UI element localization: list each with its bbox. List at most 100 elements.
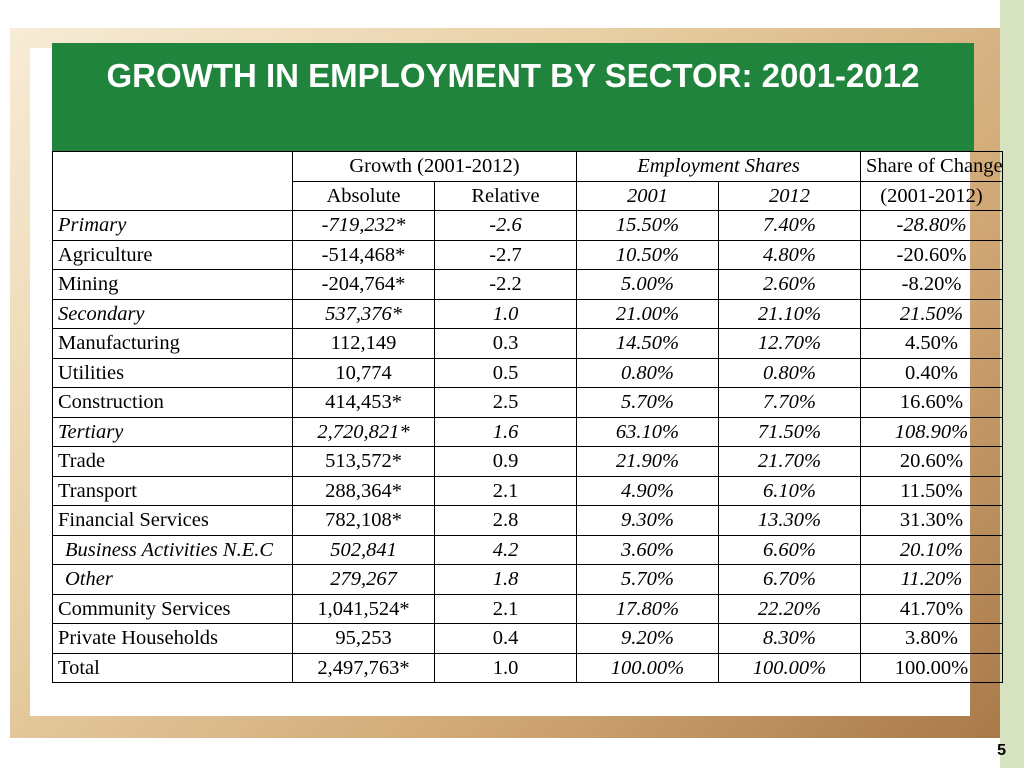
relative-cell: 2.1 (434, 475, 577, 506)
change-cell: 4.50% (860, 328, 1004, 359)
share-2001-cell: 9.20% (576, 623, 719, 654)
share-2001-cell: 5.00% (576, 269, 719, 300)
share-2001-cell: 15.50% (576, 210, 719, 241)
table-row: Business Activities N.E.C 502,841 4.2 3.… (52, 534, 1004, 565)
relative-cell: 0.4 (434, 623, 577, 654)
right-accent-strip (1000, 0, 1024, 768)
absolute-cell: 10,774 (292, 357, 435, 388)
table-row: Utilities 10,774 0.5 0.80% 0.80% 0.40% (52, 357, 1004, 388)
absolute-cell: 537,376* (292, 298, 435, 329)
change-cell: -20.60% (860, 239, 1004, 270)
sector-cell: Construction (52, 387, 293, 418)
sector-cell: Financial Services (52, 505, 293, 536)
sector-cell: Business Activities N.E.C (52, 534, 293, 565)
table-row: Financial Services 782,108* 2.8 9.30% 13… (52, 505, 1004, 536)
absolute-cell: 513,572* (292, 446, 435, 477)
change-cell: 31.30% (860, 505, 1004, 536)
share-2001-cell: 9.30% (576, 505, 719, 536)
change-cell: 11.50% (860, 475, 1004, 506)
employment-table: Growth (2001-2012) Employment Shares Sha… (52, 151, 1004, 683)
change-cell: 11.20% (860, 564, 1004, 595)
share-2001-cell: 5.70% (576, 564, 719, 595)
table-row: Community Services 1,041,524* 2.1 17.80%… (52, 593, 1004, 624)
header-2001: 2001 (576, 180, 719, 211)
absolute-cell: 288,364* (292, 475, 435, 506)
absolute-cell: 279,267 (292, 564, 435, 595)
header-row-1: Growth (2001-2012) Employment Shares Sha… (52, 151, 1004, 211)
header-change-period: (2001-2012) (860, 180, 1004, 211)
share-2012-cell: 6.70% (717, 564, 862, 595)
absolute-cell: 1,041,524* (292, 593, 435, 624)
relative-cell: 0.9 (434, 446, 577, 477)
share-2012-cell: 7.40% (717, 210, 862, 241)
share-2001-cell: 4.90% (576, 475, 719, 506)
header-employment-shares: Employment Shares (575, 151, 862, 182)
relative-cell: 1.8 (434, 564, 577, 595)
change-cell: 108.90% (860, 416, 1004, 447)
share-2001-cell: 0.80% (576, 357, 719, 388)
table-row: Trade 513,572* 0.9 21.90% 21.70% 20.60% (52, 446, 1004, 477)
share-2012-cell: 12.70% (717, 328, 862, 359)
sector-cell: Tertiary (52, 416, 293, 447)
share-2012-cell: 2.60% (717, 269, 862, 300)
share-2001-cell: 3.60% (576, 534, 719, 565)
change-cell: 3.80% (860, 623, 1004, 654)
absolute-cell: -719,232* (292, 210, 435, 241)
absolute-cell: 782,108* (292, 505, 435, 536)
slide-title: GROWTH IN EMPLOYMENT BY SECTOR: 2001-201… (52, 43, 974, 151)
sector-cell: Total (52, 652, 293, 683)
table-row: Secondary 537,376* 1.0 21.00% 21.10% 21.… (52, 298, 1004, 329)
change-cell: 20.60% (860, 446, 1004, 477)
share-2012-cell: 8.30% (717, 623, 862, 654)
absolute-cell: -204,764* (292, 269, 435, 300)
share-2012-cell: 21.70% (717, 446, 862, 477)
header-growth: Growth (2001-2012) (292, 151, 577, 182)
header-2012: 2012 (717, 180, 862, 211)
sector-cell: Agriculture (52, 239, 293, 270)
relative-cell: -2.2 (434, 269, 577, 300)
share-2012-cell: 100.00% (717, 652, 862, 683)
change-cell: -28.80% (860, 210, 1004, 241)
relative-cell: 0.3 (434, 328, 577, 359)
sector-cell: Community Services (52, 593, 293, 624)
change-cell: 21.50% (860, 298, 1004, 329)
table-row: Agriculture -514,468* -2.7 10.50% 4.80% … (52, 239, 1004, 270)
share-2012-cell: 6.60% (717, 534, 862, 565)
table-row: Other 279,267 1.8 5.70% 6.70% 11.20% (52, 564, 1004, 595)
relative-cell: -2.6 (434, 210, 577, 241)
change-cell: -8.20% (860, 269, 1004, 300)
relative-cell: 2.1 (434, 593, 577, 624)
share-2012-cell: 21.10% (717, 298, 862, 329)
share-2012-cell: 4.80% (717, 239, 862, 270)
header-absolute: Absolute (292, 180, 435, 211)
change-cell: 100.00% (860, 652, 1004, 683)
header-share-of-change: Share of Change (860, 151, 1004, 182)
header-row-2: Absolute Relative 2001 2012 (2001-2012) (53, 180, 1004, 211)
change-cell: 16.60% (860, 387, 1004, 418)
change-cell: 41.70% (860, 593, 1004, 624)
relative-cell: 2.5 (434, 387, 577, 418)
absolute-cell: -514,468* (292, 239, 435, 270)
absolute-cell: 502,841 (292, 534, 435, 565)
relative-cell: -2.7 (434, 239, 577, 270)
sector-cell: Private Households (52, 623, 293, 654)
sector-cell: Mining (52, 269, 293, 300)
share-2001-cell: 100.00% (576, 652, 719, 683)
sector-cell: Secondary (52, 298, 293, 329)
header-relative: Relative (434, 180, 577, 211)
share-2001-cell: 17.80% (576, 593, 719, 624)
share-2001-cell: 10.50% (576, 239, 719, 270)
table-row: Construction 414,453* 2.5 5.70% 7.70% 16… (52, 387, 1004, 418)
total-row: Total 2,497,763* 1.0 100.00% 100.00% 100… (52, 652, 1004, 683)
relative-cell: 1.0 (434, 298, 577, 329)
share-2001-cell: 63.10% (576, 416, 719, 447)
table-row: Mining -204,764* -2.2 5.00% 2.60% -8.20% (52, 269, 1004, 300)
change-cell: 0.40% (860, 357, 1004, 388)
relative-cell: 1.6 (434, 416, 577, 447)
header-corner-cell (52, 151, 293, 211)
share-2012-cell: 71.50% (717, 416, 862, 447)
relative-cell: 0.5 (434, 357, 577, 388)
share-2001-cell: 21.90% (576, 446, 719, 477)
table-row: Manufacturing 112,149 0.3 14.50% 12.70% … (52, 328, 1004, 359)
table-row: Private Households 95,253 0.4 9.20% 8.30… (52, 623, 1004, 654)
